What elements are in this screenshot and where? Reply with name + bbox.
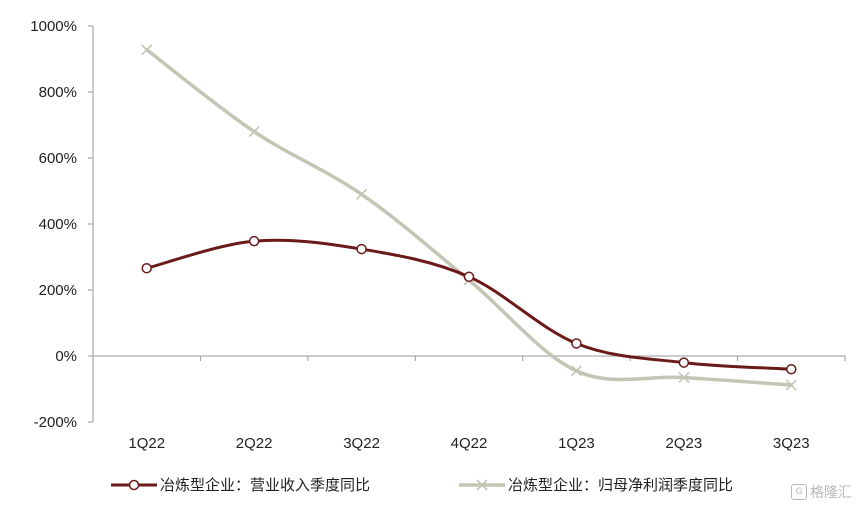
series-line <box>144 48 794 387</box>
legend-label: 冶炼型企业：营业收入季度同比 <box>160 476 370 494</box>
y-tick-label: 0% <box>55 348 77 365</box>
data-point <box>248 235 260 247</box>
legend-item-2: 冶炼型企业：归母净利润季度同比 <box>459 476 733 494</box>
legend-marker <box>128 479 140 491</box>
x-axis: 1Q22 2Q22 3Q22 4Q22 1Q23 2Q23 3Q23 <box>93 355 846 452</box>
watermark-text: 格隆汇 <box>810 485 852 501</box>
x-tick-label: 1Q22 <box>128 435 165 452</box>
data-point <box>356 188 368 200</box>
data-point <box>785 379 797 391</box>
x-tick-label: 1Q23 <box>558 435 595 452</box>
y-tick-label: 1000% <box>30 18 77 35</box>
legend-item-1: 冶炼型企业：营业收入季度同比 <box>111 476 370 494</box>
x-tick-label: 2Q22 <box>236 435 273 452</box>
y-axis: 1000% 800% 600% 400% 200% 0% -200% <box>30 18 94 431</box>
data-point <box>570 365 582 377</box>
x-tick-label: 2Q23 <box>666 435 703 452</box>
data-point <box>678 357 690 368</box>
data-point <box>248 126 260 138</box>
data-point <box>141 44 153 56</box>
series-layer <box>141 44 797 391</box>
legend-label: 冶炼型企业：归母净利润季度同比 <box>508 476 733 494</box>
data-point <box>463 271 475 283</box>
y-tick-label: -200% <box>34 414 77 431</box>
data-point <box>786 363 797 375</box>
watermark: G 格隆汇 <box>791 482 852 502</box>
series-2 <box>141 44 797 391</box>
series-1 <box>141 235 797 375</box>
x-tick-label: 3Q22 <box>343 435 380 452</box>
y-tick-label: 600% <box>39 150 77 167</box>
y-tick-label: 200% <box>39 282 77 299</box>
y-tick-label: 400% <box>39 216 77 233</box>
legend-marker <box>476 479 488 491</box>
y-tick-label: 800% <box>39 84 77 101</box>
data-point <box>356 243 367 255</box>
watermark-logo-icon: G <box>791 484 807 500</box>
data-point <box>571 338 582 349</box>
x-tick-label: 4Q22 <box>451 435 488 452</box>
x-tick-label: 3Q23 <box>773 435 810 452</box>
legend: 冶炼型企业：营业收入季度同比 冶炼型企业：归母净利润季度同比 <box>111 476 733 494</box>
data-point <box>678 371 690 384</box>
data-point <box>141 262 152 274</box>
series-line <box>145 238 793 371</box>
